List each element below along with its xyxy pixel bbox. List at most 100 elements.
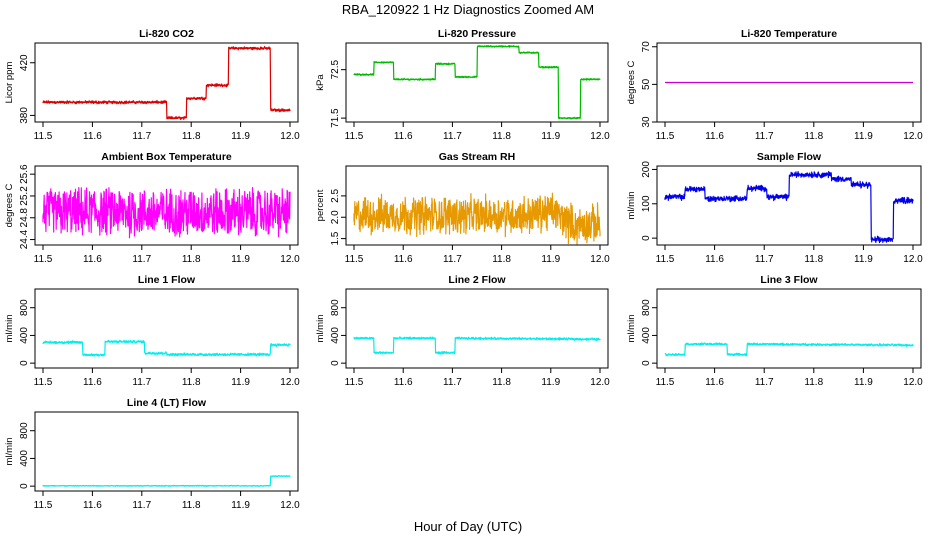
panel-9-ylabel: ml/min: [626, 315, 637, 343]
panel-3-xtick-label-2: 11.7: [755, 131, 774, 142]
panel-2-xtick-label-2: 11.7: [443, 131, 462, 142]
panel-10-xtick-label-0: 11.5: [34, 500, 53, 511]
panel-6-frame: [656, 165, 922, 246]
panel-5-ytick-label-0: 1.5: [330, 231, 341, 245]
panel-2-xtick-label-3: 11.8: [492, 131, 511, 142]
panel-6-ytick-label-0: 0: [641, 235, 652, 241]
panel-4-ytick-label-1: 24.8: [19, 208, 30, 228]
panel-7-xtick-label-1: 11.6: [83, 377, 102, 388]
panel-6-title: Sample Flow: [757, 151, 822, 163]
panel-9-ytick-label-0: 0: [641, 360, 652, 366]
panel-2-frame: [345, 42, 609, 123]
panel-6-ytick-label-1: 100: [641, 195, 652, 212]
panel-7-xtick-label-4: 11.9: [231, 377, 250, 388]
panel-10-ytick-label-0: 0: [19, 483, 30, 489]
panel-10-ytick-label-1: 400: [19, 450, 30, 467]
panel-8: Line 2 Flow 11.5 11.6 11.7 11.8 11.9 12.0 0 400 8…: [315, 274, 610, 388]
panel-4-ytick-label-2: 25.2: [19, 186, 30, 206]
panel-9-series-line: [664, 342, 914, 357]
panel-5-xtick-label-3: 11.8: [492, 254, 511, 265]
panel-3-xtick-label-1: 11.6: [705, 131, 724, 142]
panel-3-ytick-label-2: 70: [641, 41, 652, 53]
panel-7-ytick-label-1: 400: [19, 327, 30, 344]
panel-8-series-line: [353, 336, 601, 355]
panel-4-ytick-label-0: 24.4: [19, 229, 30, 249]
panel-1-xtick-label-2: 11.7: [132, 131, 151, 142]
panel-1-xtick-label-0: 11.5: [34, 131, 53, 142]
panel-8-frame: [345, 288, 609, 369]
panel-8-ytick-label-0: 0: [330, 360, 341, 366]
panel-1-series-line: [42, 46, 291, 121]
panel-7-frame: [34, 288, 299, 369]
panel-4-ylabel: degrees C: [4, 183, 15, 227]
panel-5-title: Gas Stream RH: [439, 151, 515, 163]
panel-9-xtick-label-1: 11.6: [705, 377, 724, 388]
panel-9-xtick-label-3: 11.8: [804, 377, 823, 388]
panel-3-ylabel: degrees C: [626, 60, 637, 104]
panel-2-xtick-label-1: 11.6: [394, 131, 413, 142]
panel-7-series-line: [42, 339, 291, 357]
panel-1-ytick-label-0: 380: [19, 107, 30, 124]
panel-2-ylabel: kPa: [315, 74, 326, 91]
panel-1-xtick-label-5: 12.0: [280, 131, 300, 142]
panel-7-xtick-label-2: 11.7: [132, 377, 151, 388]
panel-9-title: Line 3 Flow: [760, 274, 818, 286]
panel-6-xtick-label-1: 11.6: [705, 254, 724, 265]
panel-4-xtick-label-4: 11.9: [231, 254, 250, 265]
panel-5-xtick-label-1: 11.6: [394, 254, 413, 265]
panel-7-xtick-label-3: 11.8: [182, 377, 201, 388]
panel-4-title: Ambient Box Temperature: [101, 151, 232, 163]
panel-3-frame: [656, 42, 922, 123]
panel-5-xtick-label-2: 11.7: [443, 254, 462, 265]
panel-7-xtick-label-0: 11.5: [34, 377, 53, 388]
panel-10-series-line: [42, 475, 291, 487]
panel-4-xtick-label-2: 11.7: [132, 254, 151, 265]
panel-4-xtick-label-0: 11.5: [34, 254, 53, 265]
panel-9-ytick-label-2: 800: [641, 299, 652, 316]
panel-5-frame: [345, 165, 609, 246]
figure-x-axis-label: Hour of Day (UTC): [414, 519, 522, 534]
panel-2: Li-820 Pressure 11.5 11.6 11.7 11.8 11.9 12.0 7…: [315, 28, 610, 142]
panel-9-xtick-label-5: 12.0: [903, 377, 923, 388]
panel-8-ylabel: ml/min: [315, 315, 326, 343]
panel-3-ytick-label-0: 30: [641, 116, 652, 128]
panel-4-xtick-label-3: 11.8: [182, 254, 201, 265]
panel-3-xtick-label-0: 11.5: [656, 131, 675, 142]
panel-10-ytick-label-2: 800: [19, 422, 30, 439]
panel-9-frame: [656, 288, 922, 369]
panel-10-ylabel: ml/min: [4, 438, 15, 466]
panel-1-ytick-label-1: 420: [19, 54, 30, 71]
panel-2-xtick-label-4: 11.9: [541, 131, 560, 142]
panel-9: Line 3 Flow 11.5 11.6 11.7 11.8 11.9 12.0 0 400 8…: [626, 274, 923, 388]
panel-4-ytick-label-3: 25.6: [19, 164, 30, 184]
panel-2-ytick-label-0: 71.5: [330, 108, 341, 128]
panel-1-title: Li-820 CO2: [139, 28, 194, 40]
panel-8-ytick-label-2: 800: [330, 299, 341, 316]
panel-10-frame: [34, 411, 299, 492]
panel-6-series-line: [664, 170, 914, 244]
panel-10-title: Line 4 (LT) Flow: [127, 397, 207, 409]
panel-2-xtick-label-0: 11.5: [345, 131, 364, 142]
panel-8-xtick-label-0: 11.5: [345, 377, 364, 388]
panel-3: Li-820 Temperature 11.5 11.6 11.7 11.8 11.9 12…: [626, 28, 923, 142]
panel-4-series-line: [42, 187, 291, 239]
panel-10: Line 4 (LT) Flow 11.5 11.6 11.7 11.8 11.9 12.0…: [4, 397, 300, 511]
panel-5-ytick-label-1: 2.0: [330, 210, 341, 224]
panel-6-xtick-label-0: 11.5: [656, 254, 675, 265]
panel-8-xtick-label-1: 11.6: [394, 377, 413, 388]
panel-2-xtick-label-5: 12.0: [590, 131, 610, 142]
panel-6-xtick-label-5: 12.0: [903, 254, 923, 265]
panel-10-xtick-label-2: 11.7: [132, 500, 151, 511]
panel-9-xtick-label-4: 11.9: [854, 377, 873, 388]
panel-1: Li-820 CO2 11.5 11.6 11.7 11.8 11.9 12.0 380 420…: [4, 28, 300, 142]
panel-5-series-line: [353, 192, 601, 245]
figure-title: RBA_120922 1 Hz Diagnostics Zoomed AM: [342, 2, 594, 17]
panel-10-xtick-label-3: 11.8: [182, 500, 201, 511]
panel-7-ytick-label-2: 800: [19, 299, 30, 316]
panel-6-ylabel: ml/min: [626, 192, 637, 220]
panel-5-xtick-label-5: 12.0: [590, 254, 610, 265]
panel-2-ytick-label-1: 72.5: [330, 59, 341, 79]
panel-5: Gas Stream RH 11.5 11.6 11.7 11.8 11.9 12.0 1.5…: [315, 151, 610, 265]
panel-10-xtick-label-1: 11.6: [83, 500, 102, 511]
panel-7-title: Line 1 Flow: [138, 274, 196, 286]
